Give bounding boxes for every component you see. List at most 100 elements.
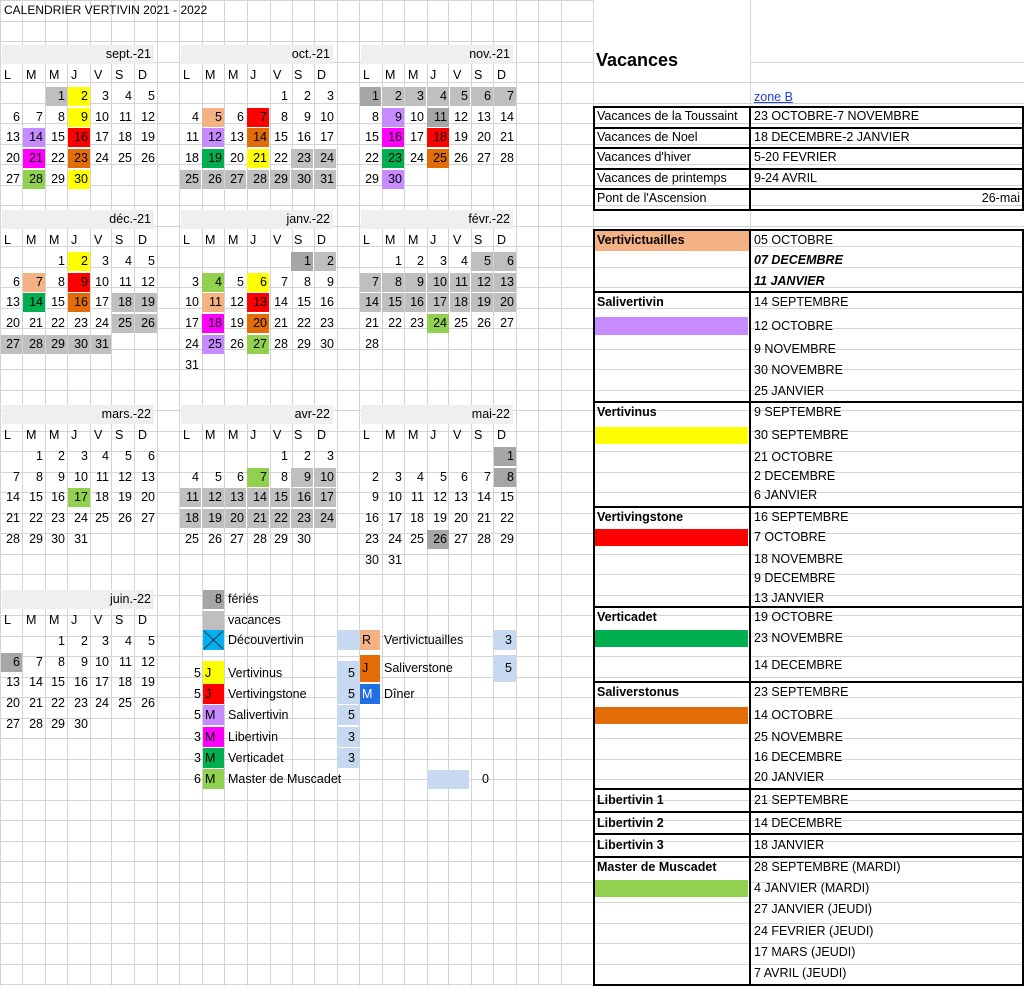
day-cell[interactable]: 16 <box>68 128 90 147</box>
day-cell[interactable]: 10 <box>95 655 109 669</box>
day-cell[interactable]: 4 <box>427 87 449 106</box>
day-cell[interactable]: 3 <box>405 87 426 106</box>
day-cell[interactable]: 12 <box>230 295 244 309</box>
day-cell[interactable]: 6 <box>237 470 244 484</box>
day-cell[interactable]: 30 <box>51 532 65 546</box>
day-cell[interactable]: 18 <box>112 293 134 312</box>
day-cell[interactable]: 6 <box>13 275 20 289</box>
day-cell[interactable]: 12 <box>202 128 224 147</box>
day-cell[interactable]: 4 <box>125 254 132 268</box>
day-cell[interactable]: 30 <box>291 170 313 189</box>
day-cell[interactable]: 10 <box>314 468 336 487</box>
day-cell[interactable]: 18 <box>450 293 470 312</box>
day-cell[interactable]: 1 <box>58 254 65 268</box>
day-cell[interactable]: 24 <box>314 149 336 168</box>
day-cell[interactable]: 11 <box>180 488 201 507</box>
day-cell[interactable]: 29 <box>46 335 67 354</box>
day-cell[interactable]: 17 <box>95 130 109 144</box>
day-cell[interactable]: 7 <box>247 108 269 127</box>
day-cell[interactable]: 22 <box>297 316 311 330</box>
day-cell[interactable]: 2 <box>81 634 88 648</box>
day-cell[interactable]: 3 <box>395 470 402 484</box>
day-cell[interactable]: 24 <box>427 314 449 333</box>
day-cell[interactable]: 17 <box>410 130 424 144</box>
day-cell[interactable]: 3 <box>102 89 109 103</box>
day-cell[interactable]: 4 <box>102 449 109 463</box>
day-cell[interactable]: 5 <box>148 634 155 648</box>
day-cell[interactable]: 28 <box>253 532 267 546</box>
day-cell[interactable]: 12 <box>141 110 155 124</box>
day-cell[interactable]: 11 <box>119 110 132 124</box>
day-cell[interactable]: 15 <box>270 488 290 507</box>
day-cell[interactable]: 14 <box>274 295 288 309</box>
day-cell[interactable]: 21 <box>274 316 288 330</box>
day-cell[interactable]: 29 <box>500 532 514 546</box>
day-cell[interactable]: 5 <box>202 108 224 127</box>
day-cell[interactable]: 10 <box>388 490 402 504</box>
day-cell[interactable]: 1 <box>360 87 381 106</box>
day-cell[interactable]: 27 <box>477 151 491 165</box>
day-cell[interactable]: 24 <box>410 151 424 165</box>
day-cell[interactable]: 31 <box>74 532 88 546</box>
day-cell[interactable]: 1 <box>281 89 288 103</box>
day-cell[interactable]: 7 <box>281 275 288 289</box>
day-cell[interactable]: 28 <box>500 151 514 165</box>
day-cell[interactable]: 29 <box>270 170 290 189</box>
day-cell[interactable]: 20 <box>454 511 468 525</box>
day-cell[interactable]: 8 <box>304 275 311 289</box>
day-cell[interactable]: 18 <box>202 314 224 333</box>
day-cell[interactable]: 25 <box>454 316 468 330</box>
day-cell[interactable]: 18 <box>118 675 132 689</box>
day-cell[interactable]: 5 <box>450 87 470 106</box>
day-cell[interactable]: 25 <box>112 314 134 333</box>
day-cell[interactable]: 20 <box>230 151 244 165</box>
day-cell[interactable]: 26 <box>118 511 132 525</box>
day-cell[interactable]: 28 <box>6 532 20 546</box>
day-cell[interactable]: 19 <box>141 675 155 689</box>
day-cell[interactable]: 14 <box>29 675 43 689</box>
day-cell[interactable]: 8 <box>36 470 43 484</box>
day-cell[interactable]: 6 <box>13 110 20 124</box>
day-cell[interactable]: 27 <box>500 316 514 330</box>
day-cell[interactable]: 16 <box>382 128 404 147</box>
day-cell[interactable]: 27 <box>141 511 155 525</box>
day-cell[interactable]: 11 <box>202 293 224 312</box>
day-cell[interactable]: 23 <box>51 511 65 525</box>
day-cell[interactable]: 28 <box>274 337 288 351</box>
day-cell[interactable]: 3 <box>102 254 109 268</box>
day-cell[interactable]: 20 <box>247 314 269 333</box>
day-cell[interactable]: 25 <box>118 696 132 710</box>
day-cell[interactable]: 31 <box>388 553 402 567</box>
day-cell[interactable]: 16 <box>297 130 311 144</box>
day-cell[interactable]: 7 <box>484 470 491 484</box>
day-cell[interactable]: 8 <box>58 275 65 289</box>
day-cell[interactable]: 9 <box>405 273 426 292</box>
day-cell[interactable]: 14 <box>477 490 491 504</box>
day-cell[interactable]: 14 <box>360 293 381 312</box>
day-cell[interactable]: 27 <box>1 335 22 354</box>
day-cell[interactable]: 3 <box>192 275 199 289</box>
day-cell[interactable]: 26 <box>141 696 155 710</box>
day-cell[interactable]: 22 <box>29 511 43 525</box>
day-cell[interactable]: 17 <box>314 488 336 507</box>
day-cell[interactable]: 12 <box>471 273 493 292</box>
day-cell[interactable]: 11 <box>450 273 470 292</box>
day-cell[interactable]: 28 <box>247 170 269 189</box>
day-cell[interactable]: 6 <box>494 252 516 271</box>
day-cell[interactable]: 29 <box>51 172 65 186</box>
day-cell[interactable]: 6 <box>237 110 244 124</box>
day-cell[interactable]: 19 <box>202 149 224 168</box>
day-cell[interactable]: 25 <box>180 170 201 189</box>
day-cell[interactable]: 10 <box>95 110 109 124</box>
day-cell[interactable]: 16 <box>74 675 88 689</box>
day-cell[interactable]: 17 <box>68 488 90 507</box>
day-cell[interactable]: 2 <box>304 89 311 103</box>
day-cell[interactable]: 22 <box>270 509 290 528</box>
day-cell[interactable]: 25 <box>410 532 424 546</box>
day-cell[interactable]: 21 <box>29 316 43 330</box>
day-cell[interactable]: 24 <box>388 532 402 546</box>
day-cell[interactable]: 23 <box>291 149 313 168</box>
day-cell[interactable]: 13 <box>494 273 516 292</box>
day-cell[interactable]: 11 <box>427 108 449 127</box>
day-cell[interactable]: 29 <box>274 532 288 546</box>
